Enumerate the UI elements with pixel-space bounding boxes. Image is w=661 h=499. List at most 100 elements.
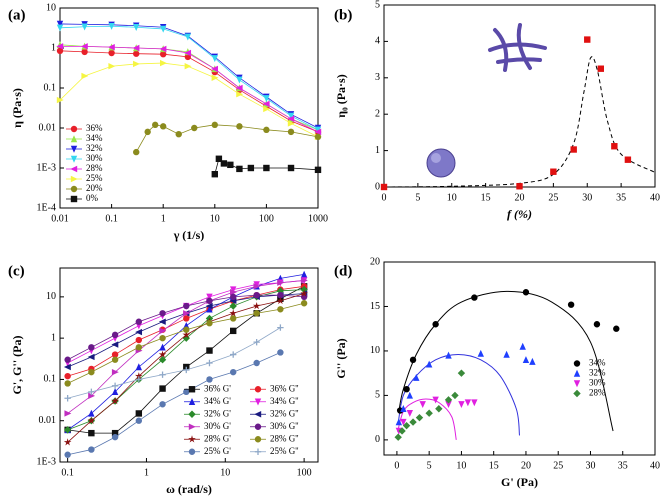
y-tick-label: 10 bbox=[46, 291, 56, 302]
y-tick-label: 2 bbox=[375, 108, 380, 119]
marker bbox=[135, 336, 143, 344]
legend-label: 34% bbox=[589, 358, 606, 368]
y-tick-label: 0.1 bbox=[44, 374, 57, 385]
marker bbox=[184, 63, 192, 70]
marker bbox=[133, 50, 140, 57]
marker bbox=[206, 320, 213, 327]
legend-marker bbox=[70, 155, 78, 163]
marker bbox=[205, 302, 213, 310]
legend-marker bbox=[254, 423, 262, 430]
marker bbox=[516, 183, 523, 190]
marker bbox=[236, 76, 243, 84]
x-tick-label: 40 bbox=[650, 192, 660, 203]
marker bbox=[159, 327, 167, 335]
marker bbox=[403, 385, 410, 393]
marker bbox=[611, 143, 618, 150]
marker bbox=[227, 161, 234, 169]
legend-marker bbox=[188, 435, 196, 443]
legend-label: 34% G' bbox=[204, 396, 231, 406]
marker bbox=[300, 300, 308, 307]
x-tick-label: 10 bbox=[210, 213, 220, 224]
marker bbox=[160, 59, 167, 67]
legend-marker bbox=[70, 165, 78, 173]
marker bbox=[158, 318, 166, 325]
marker bbox=[135, 417, 143, 424]
x-tick-label: 15 bbox=[489, 460, 499, 471]
y-tick-label: 10 bbox=[370, 345, 380, 356]
marker bbox=[111, 382, 119, 390]
marker bbox=[263, 126, 270, 134]
marker bbox=[64, 410, 72, 417]
x-tick-label: 30 bbox=[585, 460, 595, 471]
marker bbox=[253, 291, 260, 299]
legend-marker bbox=[188, 423, 196, 430]
marker bbox=[519, 342, 526, 350]
marker bbox=[183, 366, 190, 374]
marker bbox=[593, 321, 601, 328]
marker bbox=[81, 48, 88, 56]
marker bbox=[133, 148, 140, 156]
legend-marker bbox=[70, 125, 78, 133]
marker bbox=[87, 353, 95, 361]
panel-label: (b) bbox=[334, 7, 352, 23]
legend-marker bbox=[188, 410, 196, 418]
marker bbox=[425, 409, 433, 417]
marker bbox=[567, 301, 575, 308]
legend-marker bbox=[188, 448, 196, 455]
marker bbox=[135, 318, 143, 325]
legend-marker bbox=[70, 145, 78, 153]
y-tick-label: 1E-3 bbox=[37, 162, 56, 173]
marker bbox=[135, 328, 143, 336]
x-axis-label: γ (1/s) bbox=[173, 228, 205, 242]
y-axis-label: η (Pa·s) bbox=[10, 88, 24, 128]
legend-marker bbox=[70, 195, 78, 203]
marker bbox=[64, 451, 71, 458]
marker bbox=[64, 380, 71, 387]
marker bbox=[108, 63, 116, 70]
marker bbox=[400, 405, 407, 412]
fit-curve bbox=[383, 56, 656, 188]
marker bbox=[135, 376, 143, 383]
marker bbox=[413, 373, 420, 381]
x-tick-label: 0.1 bbox=[105, 213, 118, 224]
y-axis-label: G'' (Pa) bbox=[334, 338, 348, 378]
legend-marker bbox=[70, 175, 78, 183]
y-tick-label: 5 bbox=[375, 0, 380, 10]
legend-label: 28% bbox=[86, 163, 103, 173]
marker bbox=[81, 23, 88, 31]
marker bbox=[206, 359, 213, 367]
legend-marker bbox=[70, 135, 78, 143]
marker bbox=[277, 279, 285, 286]
legend-label: 30% bbox=[589, 378, 606, 388]
y-tick-label: 1E-3 bbox=[37, 456, 56, 467]
network-icon bbox=[488, 23, 547, 72]
legend-label: 32% bbox=[86, 143, 103, 153]
marker bbox=[584, 36, 591, 43]
marker bbox=[432, 321, 439, 328]
marker bbox=[300, 277, 308, 284]
marker bbox=[111, 397, 119, 405]
panel-label: (c) bbox=[8, 263, 25, 279]
y-tick-label: 10 bbox=[46, 2, 56, 13]
y-axis-label: G', G'' (Pa) bbox=[10, 336, 24, 395]
x-tick-label: 40 bbox=[650, 460, 660, 471]
fit-curve bbox=[397, 353, 520, 436]
legend-label: 36% bbox=[86, 123, 103, 133]
marker bbox=[133, 24, 140, 31]
legend-marker bbox=[254, 386, 262, 393]
marker bbox=[229, 302, 237, 310]
legend-label: 28% bbox=[589, 388, 606, 398]
marker bbox=[314, 166, 322, 174]
marker bbox=[88, 409, 95, 417]
marker bbox=[287, 115, 295, 122]
marker bbox=[230, 286, 237, 294]
x-tick-label: 1000 bbox=[308, 213, 328, 224]
legend-label: 28% G'' bbox=[270, 433, 299, 443]
marker bbox=[550, 168, 557, 175]
legend-marker bbox=[188, 386, 196, 393]
marker bbox=[183, 310, 190, 317]
y-axis-label: η₀ (Pa·s) bbox=[334, 74, 348, 117]
marker bbox=[191, 124, 198, 132]
marker bbox=[144, 128, 151, 136]
marker bbox=[229, 309, 238, 317]
